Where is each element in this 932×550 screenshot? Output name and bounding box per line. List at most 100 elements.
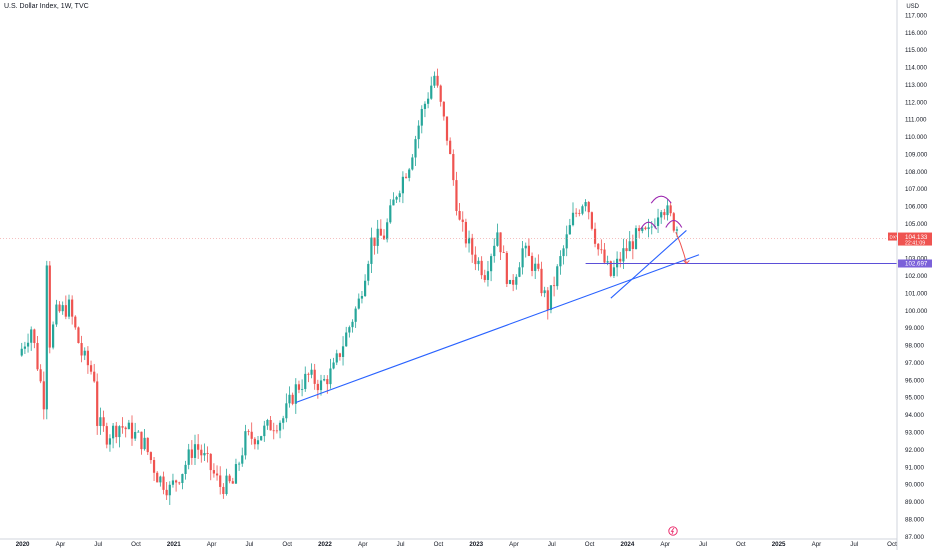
candle-body (178, 482, 181, 484)
candle-body (666, 205, 669, 216)
candle-body (326, 379, 329, 385)
candle-body (414, 139, 417, 158)
candle-body (656, 217, 660, 226)
candle-body (386, 222, 389, 240)
candle-body (285, 403, 288, 419)
candle-body (490, 256, 493, 272)
candle-body (301, 388, 304, 390)
candle-body (650, 226, 653, 228)
support-price-label: 102.697 (905, 260, 928, 267)
x-tick-label: Oct (887, 541, 897, 548)
candle-body (587, 202, 590, 213)
x-tick-label: Oct (434, 541, 444, 548)
candle-body (26, 342, 30, 347)
candle-body (442, 101, 445, 117)
candle-body (238, 463, 241, 465)
candle-body (156, 472, 159, 483)
candle-body (222, 486, 225, 495)
candle-body (310, 369, 313, 375)
candle-body (130, 422, 134, 439)
candle-body (260, 436, 263, 441)
candle-body (660, 212, 663, 218)
candle-body (124, 427, 127, 430)
x-tick-label: Apr (358, 541, 368, 548)
candle-body (382, 235, 386, 240)
candle-body (581, 206, 584, 214)
candle-body (631, 241, 634, 250)
candle-body (118, 426, 121, 438)
candle-body (77, 327, 80, 344)
candle-body (549, 285, 553, 310)
candle-body (190, 449, 193, 458)
y-tick-label: 94.000 (905, 412, 924, 419)
candle-body (234, 464, 238, 484)
candle-body (20, 348, 23, 356)
candle-body (436, 75, 439, 86)
candle-body (606, 261, 609, 263)
candle-body (502, 252, 505, 253)
candle-body (263, 425, 266, 437)
candle-body (351, 321, 354, 328)
left-shoulder-arc (640, 221, 658, 230)
candle-body (527, 245, 530, 256)
trendline (610, 230, 687, 299)
last-price-label: 104.133 (905, 234, 928, 241)
candle-body (354, 308, 357, 322)
candle-body (467, 237, 471, 244)
candle-body (493, 245, 496, 257)
candle-body (231, 481, 234, 484)
y-tick-label: 100.000 (905, 308, 928, 315)
candle-body (250, 431, 253, 439)
candle-body (275, 430, 278, 432)
candle-body (288, 394, 291, 404)
x-tick-label: 2025 (772, 541, 786, 548)
candle-body (367, 263, 370, 281)
candle-body (197, 444, 200, 450)
candle-body (593, 228, 597, 244)
candle-body (219, 475, 222, 487)
candle-body (348, 327, 351, 333)
x-tick-label: Jul (548, 541, 556, 548)
candle-body (168, 484, 171, 496)
x-tick-label: 2023 (469, 541, 483, 548)
candle-body (571, 212, 575, 226)
candle-body (96, 381, 99, 426)
candle-body (486, 271, 490, 280)
x-tick-label: Oct (585, 541, 595, 548)
candle-body (83, 350, 86, 356)
candle-body (641, 227, 644, 232)
x-tick-label: Oct (131, 541, 141, 548)
candle-body (64, 305, 67, 317)
candle-body (619, 258, 622, 262)
candle-body (171, 480, 175, 485)
candle-body (67, 299, 71, 317)
candle-body (121, 426, 124, 428)
y-tick-label: 92.000 (905, 447, 924, 454)
candle-body (159, 476, 162, 483)
lightning-icon (670, 527, 675, 535)
candle-body (360, 296, 364, 299)
candle-body (471, 237, 474, 255)
x-tick-label: Oct (282, 541, 292, 548)
y-tick-label: 93.000 (905, 430, 924, 437)
candle-body (291, 394, 294, 404)
candle-body (477, 260, 480, 265)
candle-body (102, 417, 105, 427)
candle-body (152, 460, 156, 473)
candle-body (474, 254, 477, 265)
candle-body (625, 248, 628, 252)
candle-body (206, 453, 209, 454)
candle-body (628, 241, 631, 252)
last-price-badge (898, 232, 932, 246)
y-tick-label: 97.000 (905, 360, 924, 367)
candle-body (149, 452, 152, 461)
candle-body (553, 285, 556, 287)
candle-body (193, 444, 197, 458)
candle-body (376, 228, 379, 246)
y-tick-label: 107.000 (905, 186, 928, 193)
candle-body (23, 346, 26, 349)
candle-body (175, 480, 178, 483)
x-tick-label: 2022 (318, 541, 332, 548)
